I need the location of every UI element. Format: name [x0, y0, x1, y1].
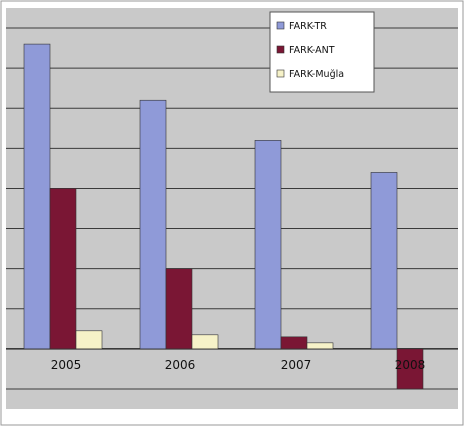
- legend: FARK-TR FARK-ANT FARK-Muğla: [269, 11, 375, 93]
- bar-fark-tr-2006: [139, 99, 167, 350]
- bar-fark-mugla-2006: [191, 334, 219, 350]
- legend-swatch-fark-ant: [276, 45, 285, 54]
- legend-label-fark-ant: FARK-ANT: [289, 45, 335, 56]
- bar-fark-ant-2007: [280, 336, 308, 350]
- legend-box: [269, 11, 375, 93]
- x-tick-labels: 2005 2006 2007 2008: [51, 358, 426, 372]
- bar-fark-ant-2008: [396, 348, 424, 390]
- x-tick-label-2006: 2006: [165, 358, 196, 372]
- bar-fark-ant-2005: [49, 188, 77, 350]
- bar-fark-mugla-2007: [306, 342, 334, 350]
- x-tick-label-2005: 2005: [51, 358, 82, 372]
- bar-fark-tr-2008: [370, 172, 398, 350]
- bar-fark-tr-2007: [254, 140, 282, 350]
- x-tick-label-2007: 2007: [281, 358, 312, 372]
- bar-fark-tr-2005: [23, 43, 51, 350]
- bars-layer: [23, 43, 424, 390]
- bar-fark-mugla-2005: [75, 330, 103, 350]
- legend-swatch-fark-tr: [276, 21, 285, 30]
- x-tick-label-2008: 2008: [395, 358, 426, 372]
- legend-label-fark-tr: FARK-TR: [289, 21, 327, 32]
- legend-label-fark-mugla: FARK-Muğla: [289, 69, 344, 80]
- legend-swatch-fark-mugla: [276, 69, 285, 78]
- bar-fark-ant-2006: [165, 268, 193, 350]
